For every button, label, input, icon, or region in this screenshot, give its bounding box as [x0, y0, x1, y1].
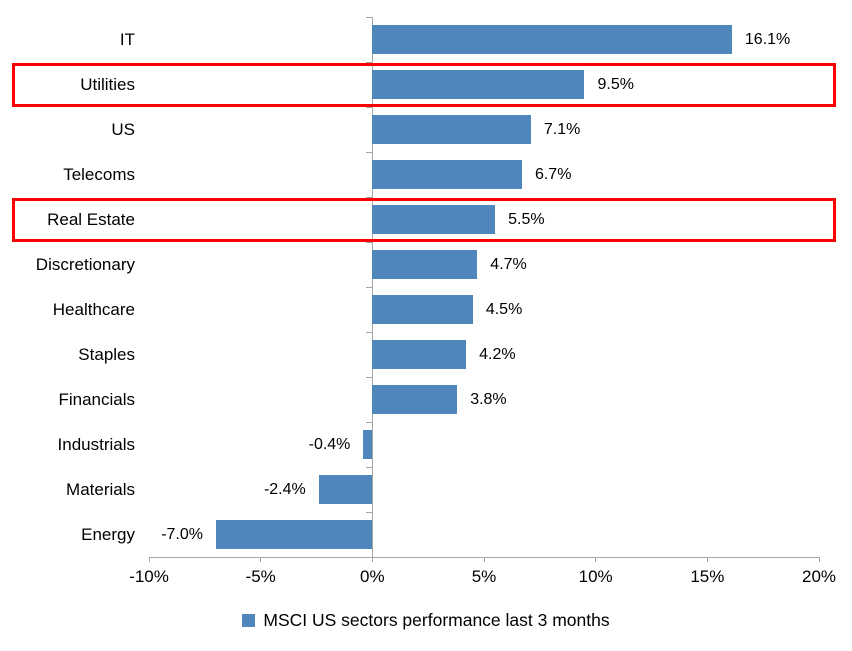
value-label-discretionary: 4.7% [490, 255, 527, 273]
bar-materials [318, 475, 373, 504]
category-label-telecoms: Telecoms [63, 164, 135, 184]
value-label-it: 16.1% [744, 30, 791, 48]
value-label-staples: 4.2% [479, 345, 516, 363]
bar-telecoms [372, 160, 522, 189]
x-axis-tick [595, 557, 597, 562]
x-axis-tick [483, 557, 485, 562]
x-axis-tick [818, 557, 820, 562]
bar-healthcare [372, 295, 473, 324]
x-tick-label: 0% [360, 567, 385, 586]
bar-discretionary [372, 250, 478, 279]
x-axis-tick [706, 557, 708, 562]
bar-energy [216, 520, 373, 549]
legend: MSCI US sectors performance last 3 month… [0, 606, 852, 634]
bar-staples [372, 340, 467, 369]
x-tick-label: 10% [578, 567, 613, 586]
y-axis-tick [365, 61, 372, 63]
value-label-industrials: -0.4% [308, 435, 351, 453]
legend-swatch-icon [242, 613, 256, 627]
category-label-discretionary: Discretionary [35, 254, 135, 274]
bar-financials [372, 385, 458, 414]
y-axis-tick [365, 511, 372, 513]
y-axis-tick [365, 331, 372, 333]
y-axis-tick [365, 241, 372, 243]
y-axis-tick [365, 421, 372, 423]
x-tick-label: -10% [129, 567, 169, 586]
highlight-box-utilities [12, 62, 836, 107]
value-label-real-estate: 5.5% [508, 210, 545, 228]
highlight-box-real-estate [12, 197, 836, 242]
value-label-healthcare: 4.5% [485, 300, 523, 318]
y-axis-tick [365, 16, 372, 18]
x-axis-tick [260, 557, 262, 562]
bar-real-estate [372, 205, 496, 234]
y-axis-tick [365, 466, 372, 468]
value-label-financials: 3.8% [470, 390, 507, 408]
y-axis-tick [365, 376, 372, 378]
y-axis-tick [365, 151, 372, 153]
value-label-energy: -7.0% [161, 525, 203, 543]
x-axis-tick [371, 557, 373, 562]
category-label-utilities: Utilities [80, 74, 135, 94]
x-tick-label: 5% [471, 567, 497, 586]
category-label-industrials: Industrials [57, 434, 135, 454]
bar-us [372, 115, 531, 144]
value-label-utilities: 9.5% [597, 75, 634, 93]
value-label-us: 7.1% [543, 120, 581, 138]
category-label-real-estate: Real Estate [47, 209, 135, 229]
x-tick-label: 20% [801, 567, 837, 586]
legend-label: MSCI US sectors performance last 3 month… [263, 609, 610, 630]
y-axis-tick [365, 106, 372, 108]
category-label-materials: Materials [66, 479, 135, 499]
bar-industrials [363, 430, 373, 459]
bar-it [372, 25, 732, 54]
category-label-healthcare: Healthcare [52, 299, 135, 319]
value-label-telecoms: 6.7% [534, 165, 572, 183]
category-label-it: IT [119, 29, 135, 49]
x-axis-tick [148, 557, 150, 562]
category-label-staples: Staples [78, 344, 135, 364]
x-tick-label: -5% [245, 567, 276, 586]
category-label-energy: Energy [81, 524, 135, 544]
y-axis-line [371, 17, 373, 557]
category-label-financials: Financials [58, 389, 135, 409]
bar-utilities [372, 70, 585, 99]
y-axis-tick [365, 286, 372, 288]
value-label-materials: -2.4% [263, 480, 306, 498]
x-tick-label: 15% [690, 567, 725, 586]
category-label-us: US [111, 119, 135, 139]
y-axis-tick [365, 196, 372, 198]
